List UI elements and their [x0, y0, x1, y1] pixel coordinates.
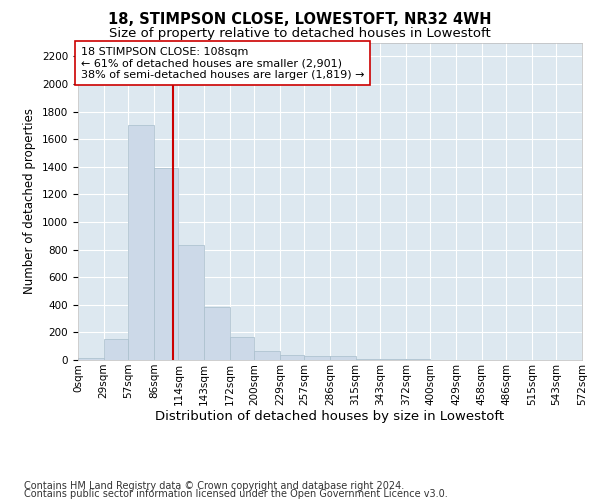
Bar: [204, 307, 230, 360]
Bar: [128, 126, 154, 360]
Bar: [304, 356, 330, 360]
Bar: [78, 358, 104, 360]
Bar: [104, 338, 128, 360]
Text: 18, STIMPSON CLOSE, LOWESTOFT, NR32 4WH: 18, STIMPSON CLOSE, LOWESTOFT, NR32 4WH: [108, 12, 492, 28]
Bar: [154, 168, 178, 360]
Text: 18 STIMPSON CLOSE: 108sqm
← 61% of detached houses are smaller (2,901)
38% of se: 18 STIMPSON CLOSE: 108sqm ← 61% of detac…: [80, 46, 364, 80]
Bar: [280, 355, 304, 360]
Bar: [178, 246, 204, 360]
Text: Contains public sector information licensed under the Open Government Licence v3: Contains public sector information licen…: [24, 489, 448, 499]
Bar: [230, 337, 254, 360]
Y-axis label: Number of detached properties: Number of detached properties: [23, 108, 37, 294]
Bar: [254, 351, 280, 360]
Bar: [330, 356, 356, 360]
Text: Contains HM Land Registry data © Crown copyright and database right 2024.: Contains HM Land Registry data © Crown c…: [24, 481, 404, 491]
Text: Size of property relative to detached houses in Lowestoft: Size of property relative to detached ho…: [109, 28, 491, 40]
X-axis label: Distribution of detached houses by size in Lowestoft: Distribution of detached houses by size …: [155, 410, 505, 424]
